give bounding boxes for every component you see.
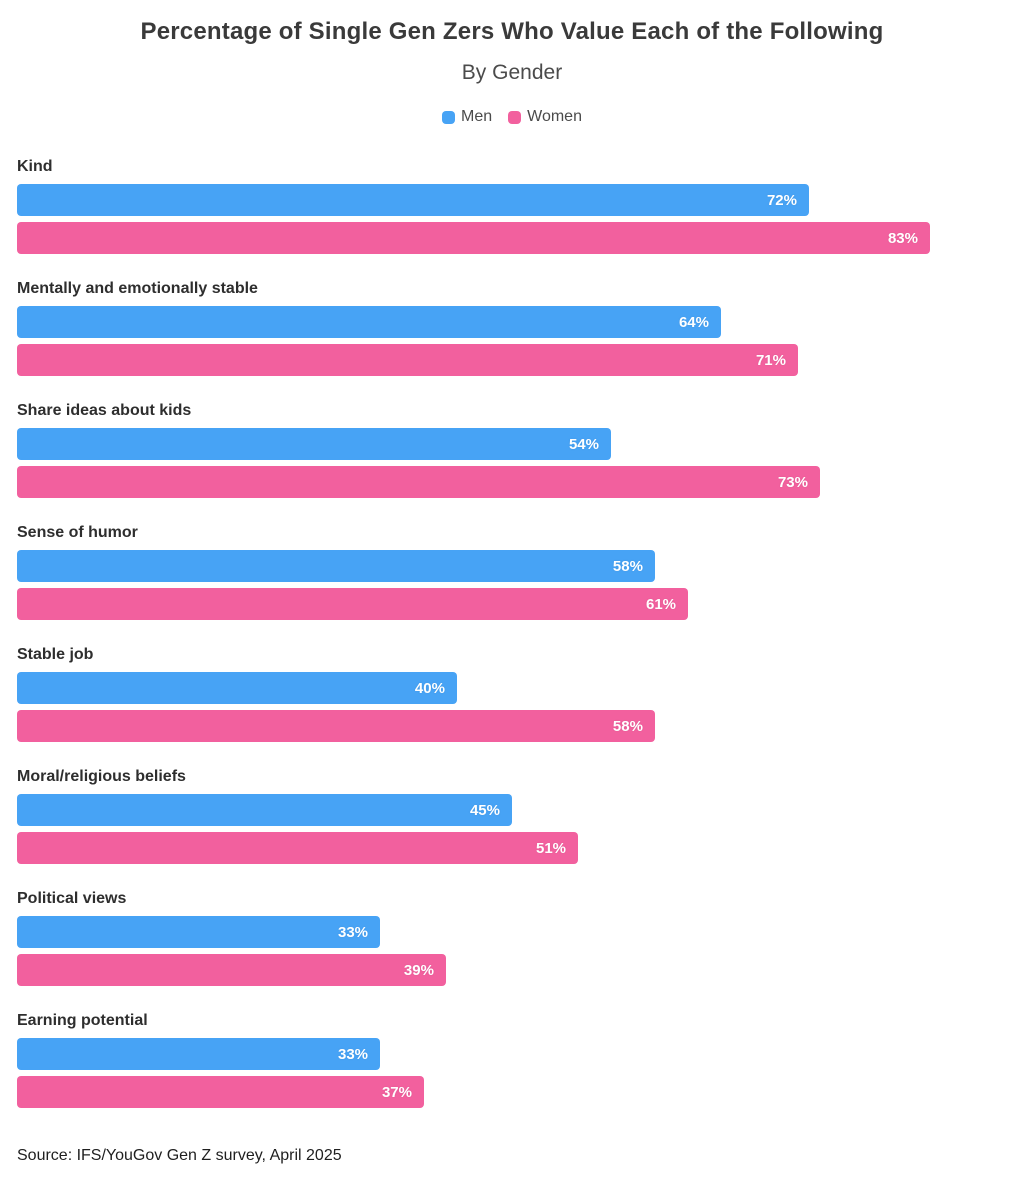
bar-women: 58% (17, 710, 655, 742)
bar-value-label: 45% (469, 801, 500, 819)
bar-women: 73% (17, 466, 820, 498)
chart-header: Percentage of Single Gen Zers Who Value … (17, 16, 1007, 126)
category-label: Sense of humor (17, 524, 138, 541)
category-group: Stable job 40% 58% (17, 644, 1007, 742)
bar-value-label: 33% (338, 1045, 369, 1063)
bar-men: 33% (17, 1038, 381, 1070)
bar-men: 45% (17, 794, 512, 826)
legend-label-men: Men (461, 108, 493, 125)
category-label: Share ideas about kids (17, 402, 192, 419)
bar-value-label: 40% (414, 679, 445, 697)
bar-value-label: 72% (766, 191, 797, 209)
bar-value-label: 37% (381, 1083, 412, 1101)
bar-value-label: 61% (645, 595, 677, 613)
bar-men: 33% (17, 916, 381, 948)
bar-women: 83% (17, 222, 930, 254)
category-label: Earning potential (17, 1012, 148, 1029)
bar-value-label: 64% (678, 313, 709, 331)
bar-men: 58% (17, 550, 655, 582)
bar-women: 71% (17, 344, 798, 376)
legend-label-women: Women (527, 108, 582, 125)
category-group: Sense of humor 58% 61% (17, 522, 1007, 620)
bar-women: 37% (17, 1076, 424, 1108)
source-note: Source: IFS/YouGov Gen Z survey, April 2… (17, 1147, 342, 1164)
category-group: Earning potential 33% 37% (17, 1010, 1007, 1108)
bar-value-label: 54% (568, 435, 599, 453)
bar-chart: Kind 72% 83% Mentally and emotionally stabl… (17, 156, 1007, 1108)
bar-men: 64% (17, 306, 721, 338)
men-color-swatch (442, 110, 456, 124)
bar-value-label: 33% (338, 923, 369, 941)
legend-item-women: Women (508, 108, 582, 126)
bar-value-label: 83% (887, 229, 918, 247)
category-label: Mentally and emotionally stable (17, 280, 258, 297)
chart-title: Percentage of Single Gen Zers Who Value … (140, 18, 884, 45)
category-group: Political views 33% 39% (17, 888, 1007, 986)
bar-women: 51% (17, 832, 579, 864)
bar-value-label: 51% (536, 839, 567, 857)
bar-women: 61% (17, 588, 689, 620)
category-group: Kind 72% 83% (17, 156, 1007, 254)
chart-subtitle: By Gender (461, 61, 563, 84)
legend-item-men: Men (442, 108, 492, 126)
category-label: Political views (17, 890, 127, 907)
category-group: Moral/religious beliefs 45% 51% (17, 766, 1007, 864)
category-group: Mentally and emotionally stable 64% 71% (17, 278, 1007, 376)
bar-men: 54% (17, 428, 611, 460)
bar-value-label: 39% (403, 961, 434, 979)
category-group: Share ideas about kids 54% 73% (17, 400, 1007, 498)
bar-men: 40% (17, 672, 457, 704)
bar-women: 39% (17, 954, 446, 986)
women-color-swatch (508, 110, 522, 124)
bar-men: 72% (17, 184, 809, 216)
category-label: Stable job (17, 646, 94, 663)
bar-value-label: 73% (777, 473, 808, 491)
category-label: Moral/religious beliefs (17, 768, 186, 785)
bar-value-label: 71% (755, 351, 786, 369)
legend: Men Women (17, 108, 1007, 126)
category-label: Kind (17, 158, 53, 175)
bar-value-label: 58% (612, 557, 643, 575)
bar-value-label: 58% (612, 717, 643, 735)
chart-footer: Source: IFS/YouGov Gen Z survey, April 2… (17, 1146, 1007, 1166)
